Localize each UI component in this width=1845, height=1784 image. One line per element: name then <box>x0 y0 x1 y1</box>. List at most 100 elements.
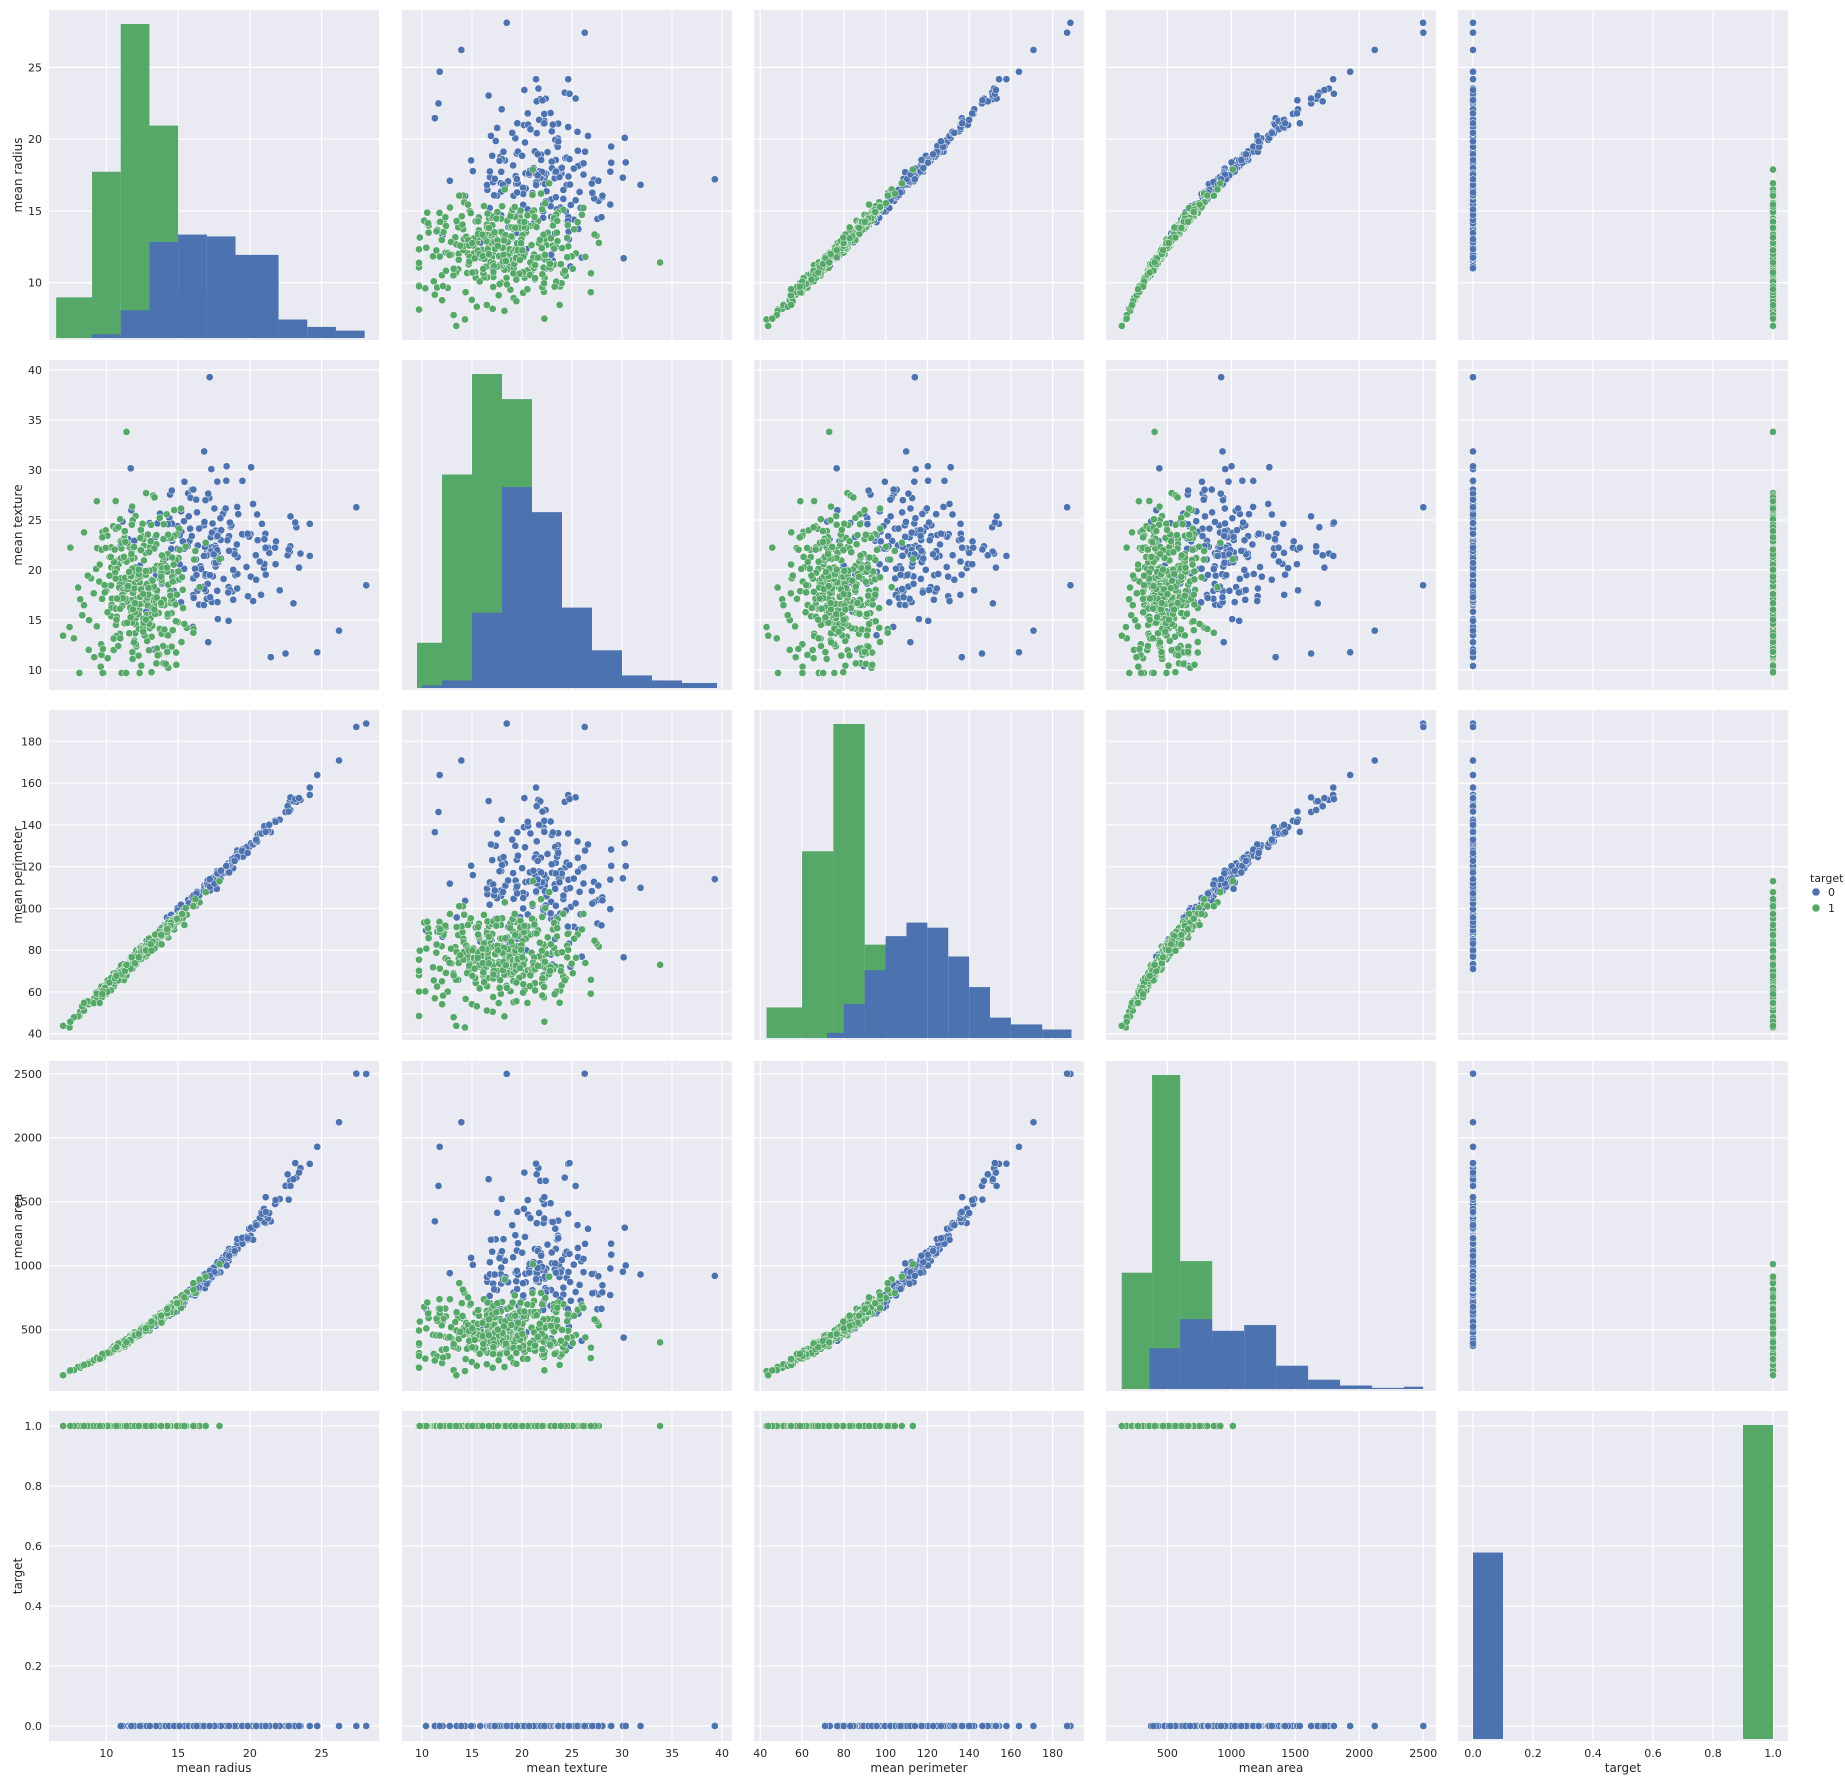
scatter-point <box>1177 551 1186 560</box>
scatter-point <box>1769 258 1777 267</box>
scatter-point <box>187 532 196 540</box>
scatter-point <box>152 659 161 668</box>
scatter-point <box>502 257 510 265</box>
scatter-point <box>494 241 502 250</box>
scatter-point <box>1469 559 1477 567</box>
scatter-point <box>124 582 132 590</box>
scatter-point <box>503 280 511 289</box>
scatter-point <box>1211 518 1219 526</box>
scatter-point <box>1228 514 1237 523</box>
scatter-point <box>225 546 233 555</box>
hist-bar-0 <box>92 334 121 338</box>
scatter-point <box>883 191 892 200</box>
scatter-point <box>1177 223 1186 232</box>
scatter-point <box>991 518 999 527</box>
scatter-point <box>493 208 502 216</box>
scatter-point <box>839 546 848 554</box>
scatter-point <box>449 271 458 280</box>
scatter-point <box>837 651 846 660</box>
scatter-point <box>468 239 477 247</box>
scatter-point <box>1221 504 1229 513</box>
scatter-point <box>911 514 920 523</box>
hist-bar-0 <box>278 319 308 338</box>
scatter-point <box>229 595 238 604</box>
scatter-point <box>1134 560 1142 569</box>
scatter-point <box>1320 86 1329 94</box>
scatter-point <box>1220 559 1229 567</box>
scatter-point <box>1149 669 1158 677</box>
scatter-point <box>146 537 155 546</box>
scatter-point <box>1469 571 1477 579</box>
scatter-point <box>1469 373 1477 382</box>
scatter-point <box>255 557 264 566</box>
scatter-point <box>832 520 841 529</box>
scatter-point <box>441 213 450 222</box>
scatter-point <box>305 791 314 799</box>
scatter-point <box>538 205 547 214</box>
scatter-point <box>579 204 588 212</box>
scatter-point <box>773 583 782 592</box>
scatter-point <box>252 575 261 584</box>
scatter-point <box>587 269 595 278</box>
scatter-point <box>978 545 987 554</box>
scatter-point <box>845 537 854 546</box>
scatter-point <box>832 464 841 473</box>
scatter-point <box>148 576 157 585</box>
scatter-point <box>814 634 823 643</box>
scatter-point <box>872 631 881 640</box>
scatter-point <box>899 593 908 602</box>
scatter-point <box>621 158 630 167</box>
scatter-point <box>917 156 926 164</box>
scatter-point <box>832 565 841 574</box>
scatter-point <box>1200 547 1208 555</box>
scatter-point <box>885 598 894 607</box>
scatter-point <box>157 599 165 607</box>
scatter-point <box>1769 504 1777 513</box>
scatter-point <box>852 540 861 549</box>
scatter-point <box>845 651 854 660</box>
scatter-point <box>189 628 198 637</box>
scatter-point <box>1122 314 1131 323</box>
scatter-point <box>553 228 561 237</box>
scatter-point <box>1139 608 1147 617</box>
scatter-point <box>573 127 582 136</box>
scatter-point <box>1216 179 1225 188</box>
scatter-point <box>570 225 578 234</box>
scatter-point <box>851 514 860 522</box>
scatter-point <box>855 610 864 618</box>
scatter-point <box>791 653 800 662</box>
scatter-point <box>1269 551 1278 560</box>
scatter-point <box>84 646 93 654</box>
scatter-point <box>520 86 529 94</box>
scatter-point <box>472 302 481 311</box>
hist-bar-1 <box>92 171 121 338</box>
scatter-point <box>1179 660 1188 668</box>
scatter-point <box>478 230 487 239</box>
scatter-point <box>1125 669 1134 677</box>
scatter-point <box>482 301 491 309</box>
scatter-point <box>172 617 180 626</box>
scatter-point <box>1294 586 1302 595</box>
scatter-point <box>856 551 865 560</box>
scatter-point <box>886 512 895 521</box>
scatter-point <box>805 564 814 573</box>
scatter-point <box>1181 563 1190 572</box>
scatter-point <box>1147 553 1156 561</box>
scatter-point <box>1152 527 1161 535</box>
scatter-point <box>537 156 546 164</box>
scatter-point <box>1769 314 1777 323</box>
scatter-point <box>423 208 432 217</box>
scatter-point <box>513 188 521 197</box>
scatter-point <box>434 99 443 108</box>
scatter-point <box>424 228 433 237</box>
scatter-point <box>924 462 932 471</box>
scatter-point <box>1769 246 1777 255</box>
scatter-point <box>1066 581 1075 590</box>
scatter-point <box>528 165 537 174</box>
scatter-point <box>168 577 177 586</box>
subplot-2-0 <box>49 710 379 1040</box>
scatter-point <box>886 495 895 504</box>
scatter-point <box>152 531 161 539</box>
scatter-point <box>1229 532 1238 541</box>
scatter-point <box>1177 572 1186 581</box>
